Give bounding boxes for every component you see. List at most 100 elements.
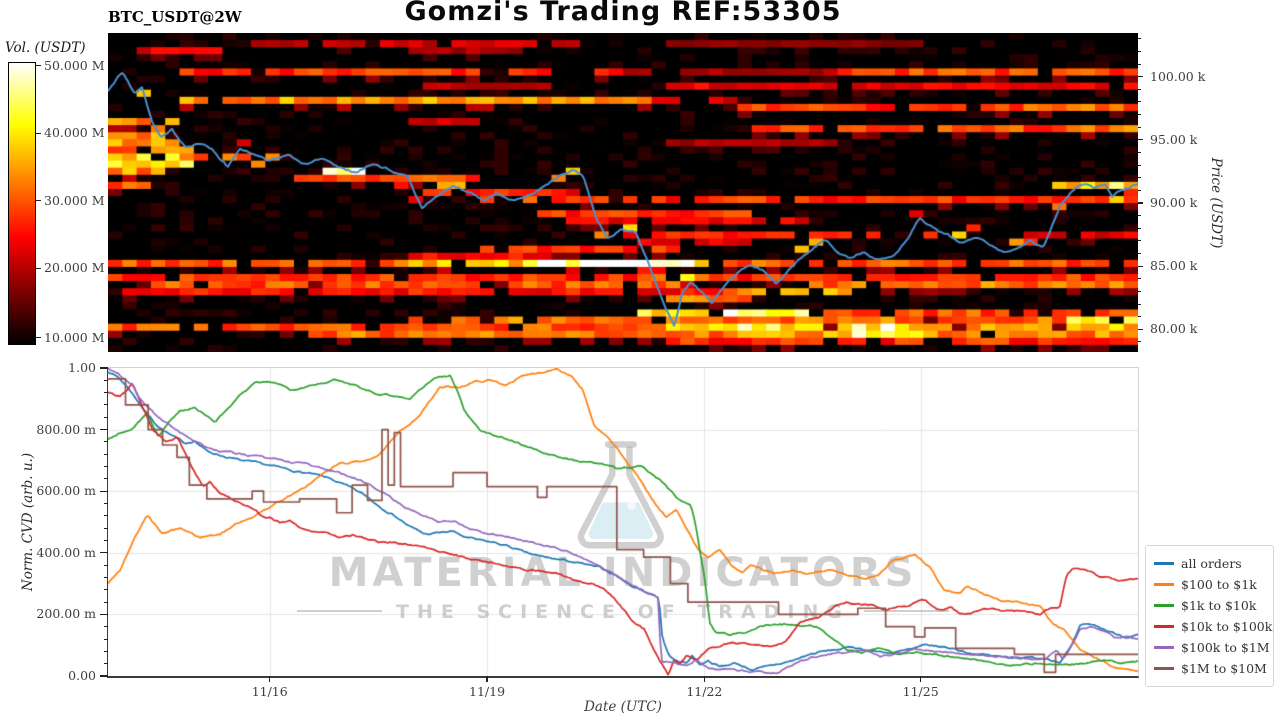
- cvd-y-tick: [100, 490, 108, 492]
- price-axis-minor-tick: [1138, 215, 1141, 217]
- price-axis-minor-tick: [1138, 316, 1141, 318]
- colorbar-label: Vol. (USDT): [5, 40, 86, 56]
- legend-label: all orders: [1181, 556, 1242, 571]
- price-axis-tick: [1138, 139, 1143, 141]
- cvd-y-minor-tick: [104, 515, 108, 517]
- legend-label: $100k to $1M: [1181, 640, 1270, 655]
- cvd-y-minor-tick: [104, 416, 108, 418]
- price-axis-tick: [1138, 202, 1143, 204]
- price-axis-minor-tick: [1138, 278, 1141, 280]
- cvd-y-minor-tick: [104, 453, 108, 455]
- price-axis-tick: [1138, 76, 1143, 78]
- cvd-y-minor-tick: [104, 601, 108, 603]
- cvd-y-tick: [100, 675, 108, 677]
- colorbar-tick-label: 50.000 M: [44, 57, 105, 73]
- price-axis-minor-tick: [1138, 50, 1141, 52]
- heatmap-canvas: [108, 33, 1138, 352]
- price-axis-minor-tick: [1138, 252, 1141, 254]
- legend: all orders $100 to $1k $1k to $10k $10k to …: [1145, 545, 1274, 687]
- cvd-y-tick: [100, 552, 108, 554]
- legend-line-swatch: [1154, 667, 1174, 670]
- cvd-y-tick-label: 600.00 m: [36, 483, 96, 499]
- price-axis-minor-tick: [1138, 303, 1141, 305]
- colorbar-tick: [36, 65, 41, 67]
- cvd-y-axis-label: Norm. CVD (arb. u.): [20, 452, 36, 592]
- colorbar-tick-label: 30.000 M: [44, 192, 105, 208]
- cvd-y-minor-tick: [104, 441, 108, 443]
- price-axis-minor-tick: [1138, 151, 1141, 153]
- colorbar-tick-label: 40.000 M: [44, 125, 105, 141]
- cvd-y-tick-label: 200.00 m: [36, 606, 96, 622]
- cvd-y-minor-tick: [104, 527, 108, 529]
- colorbar-tick: [36, 337, 41, 339]
- page-title: Gomzi's Trading REF:53305: [404, 0, 842, 27]
- legend-item: $100k to $1M: [1154, 637, 1270, 658]
- price-axis-minor-tick: [1138, 290, 1141, 292]
- colorbar-tick-label: 10.000 M: [44, 329, 105, 345]
- cvd-y-tick-label: 0.00: [68, 668, 96, 683]
- date-tick-label: 11/16: [251, 684, 288, 699]
- cvd-panel: MATERIAL INDICATORS THE SCIENCE OF TRADI…: [108, 368, 1138, 676]
- legend-label: $100 to $1k: [1181, 577, 1257, 592]
- price-axis-tick-label: 100.00 k: [1150, 68, 1206, 84]
- legend-item: $1M to $10M: [1154, 658, 1267, 679]
- legend-label: $10k to $100k: [1181, 619, 1273, 634]
- cvd-y-minor-tick: [104, 589, 108, 591]
- price-axis-minor-tick: [1138, 341, 1141, 343]
- legend-line-swatch: [1154, 583, 1174, 586]
- cvd-y-minor-tick: [104, 392, 108, 394]
- price-axis-minor-tick: [1138, 126, 1141, 128]
- cvd-y-minor-tick: [104, 539, 108, 541]
- cvd-y-tick-label: 800.00 m: [36, 421, 96, 437]
- date-tick: [269, 676, 271, 682]
- price-axis-tick: [1138, 265, 1143, 267]
- colorbar-tick: [36, 200, 41, 202]
- legend-item: all orders: [1154, 553, 1265, 574]
- cvd-y-minor-tick: [104, 638, 108, 640]
- cvd-y-minor-tick: [104, 626, 108, 628]
- date-axis-label: Date (UTC): [584, 699, 662, 715]
- price-axis-tick-label: 95.00 k: [1150, 131, 1198, 147]
- price-axis-minor-tick: [1138, 227, 1141, 229]
- symbol-label: BTC_USDT@2W: [108, 8, 242, 26]
- date-tick: [486, 676, 488, 682]
- cvd-y-minor-tick: [104, 478, 108, 480]
- price-axis-minor-tick: [1138, 164, 1141, 166]
- legend-item: $100 to $1k: [1154, 574, 1265, 595]
- cvd-y-tick-label: 400.00 m: [36, 544, 96, 560]
- cvd-y-minor-tick: [104, 404, 108, 406]
- cvd-y-tick: [100, 367, 108, 369]
- price-axis-minor-tick: [1138, 240, 1141, 242]
- cvd-y-minor-tick: [104, 503, 108, 505]
- price-axis-minor-tick: [1138, 101, 1141, 103]
- price-axis-minor-tick: [1138, 114, 1141, 116]
- price-axis-tick-label: 85.00 k: [1150, 258, 1198, 274]
- legend-line-swatch: [1154, 625, 1174, 628]
- cvd-y-tick: [100, 429, 108, 431]
- legend-label: $1k to $10k: [1181, 598, 1257, 613]
- price-axis-tick: [1138, 328, 1143, 330]
- cvd-y-minor-tick: [104, 650, 108, 652]
- cvd-y-minor-tick: [104, 564, 108, 566]
- colorbar-tick: [36, 132, 41, 134]
- cvd-y-tick: [100, 613, 108, 615]
- price-axis-minor-tick: [1138, 189, 1141, 191]
- cvd-y-minor-tick: [104, 379, 108, 381]
- legend-label: $1M to $10M: [1181, 661, 1267, 676]
- cvd-y-minor-tick: [104, 466, 108, 468]
- date-tick-label: 11/22: [686, 684, 723, 699]
- price-axis-tick-label: 80.00 k: [1150, 321, 1198, 337]
- heatmap-panel: [108, 33, 1138, 352]
- cvd-y-minor-tick: [104, 576, 108, 578]
- legend-line-swatch: [1154, 604, 1174, 607]
- legend-line-swatch: [1154, 562, 1174, 565]
- volume-colorbar: [8, 62, 36, 345]
- cvd-lines-canvas: [108, 368, 1138, 676]
- date-tick: [703, 676, 705, 682]
- price-axis-minor-tick: [1138, 38, 1141, 40]
- price-axis-minor-tick: [1138, 177, 1141, 179]
- colorbar-tick-label: 20.000 M: [44, 260, 105, 276]
- colorbar-tick: [36, 267, 41, 269]
- price-axis-tick-label: 90.00 k: [1150, 194, 1198, 210]
